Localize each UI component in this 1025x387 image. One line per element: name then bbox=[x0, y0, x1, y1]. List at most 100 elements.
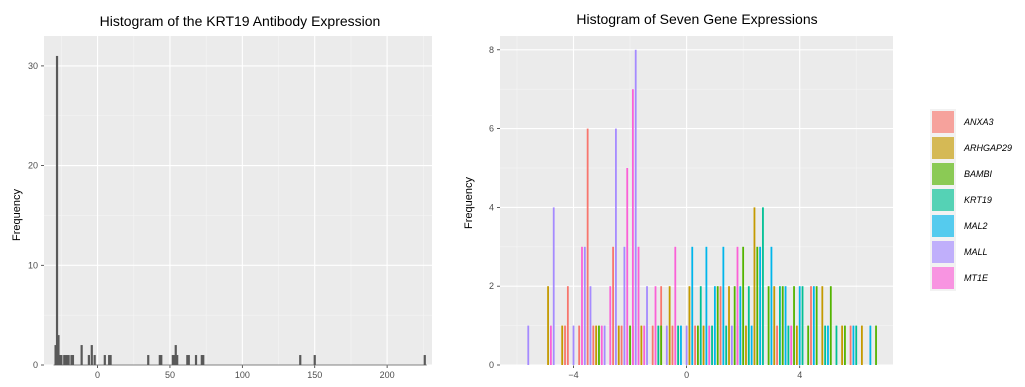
gene-bar bbox=[697, 325, 699, 365]
gene-bar bbox=[561, 325, 564, 365]
gene-bar bbox=[547, 286, 549, 365]
histogram-bar bbox=[58, 355, 62, 365]
gene-bar bbox=[586, 128, 589, 365]
gene-legend: ANXA3 ARHGAP29 BAMBI KRT19 MAL2 MALL MT1E bbox=[930, 109, 1012, 291]
y-tick-label: 0 bbox=[489, 360, 494, 370]
gene-bar bbox=[654, 286, 657, 365]
gene-bar bbox=[552, 207, 555, 365]
gene-bar bbox=[578, 325, 581, 365]
histogram-bar bbox=[55, 55, 59, 365]
y-tick-label: 2 bbox=[489, 281, 494, 291]
gene-bar bbox=[600, 325, 603, 365]
histogram-bar bbox=[63, 355, 66, 365]
legend-item: MAL2 bbox=[930, 213, 988, 239]
gene-bar bbox=[631, 89, 634, 365]
gene-bar bbox=[643, 325, 646, 365]
gene-bar bbox=[699, 286, 702, 365]
gene-bar bbox=[855, 325, 858, 365]
gene-bar bbox=[691, 246, 694, 365]
histogram-bar bbox=[423, 355, 426, 365]
legend-item: ARHGAP29 bbox=[930, 135, 1012, 161]
gene-bar bbox=[694, 325, 696, 365]
histogram-bar bbox=[66, 355, 69, 365]
gene-bar bbox=[595, 325, 598, 365]
gene-bar bbox=[807, 325, 810, 365]
histogram-bar bbox=[67, 355, 70, 365]
gene-bar bbox=[702, 325, 705, 365]
right-histogram: −4 0 4 0 2 4 6 8 bbox=[489, 36, 893, 380]
gene-bar bbox=[795, 325, 798, 365]
gene-bar bbox=[711, 325, 713, 365]
left-chart-title: Histogram of the KRT19 Antibody Expressi… bbox=[100, 13, 381, 29]
gene-bar bbox=[756, 246, 759, 365]
gene-bar bbox=[759, 246, 762, 365]
gene-bar bbox=[566, 286, 569, 365]
gene-bar bbox=[680, 325, 682, 365]
gene-bar bbox=[770, 246, 773, 365]
gene-bar bbox=[810, 286, 812, 365]
histogram-bar bbox=[103, 355, 106, 365]
gene-bar bbox=[821, 286, 824, 365]
gene-bar bbox=[793, 286, 795, 365]
x-tick-label: 200 bbox=[380, 370, 395, 380]
gene-bar bbox=[615, 128, 617, 365]
y-tick-label: 8 bbox=[489, 45, 494, 55]
gene-bar bbox=[829, 286, 832, 365]
gene-bar bbox=[781, 286, 784, 365]
right-chart-title: Histogram of Seven Gene Expressions bbox=[576, 11, 817, 27]
gene-bar bbox=[736, 246, 739, 365]
gene-bar bbox=[572, 325, 575, 365]
gene-bar bbox=[824, 325, 827, 365]
histogram-bar bbox=[71, 355, 75, 365]
y-tick-label: 6 bbox=[489, 124, 494, 134]
legend-label: ARHGAP29 bbox=[963, 143, 1012, 153]
y-tick-label: 10 bbox=[28, 260, 38, 270]
x-tick-label: 50 bbox=[165, 370, 175, 380]
histogram-bar bbox=[200, 355, 203, 365]
gene-bar bbox=[549, 325, 552, 365]
histogram-bar bbox=[176, 355, 179, 365]
histogram-bar bbox=[64, 355, 67, 365]
legend-label: ANXA3 bbox=[963, 117, 994, 127]
gene-bar bbox=[745, 325, 747, 365]
gene-bar bbox=[609, 286, 612, 365]
histogram-bar bbox=[109, 355, 112, 365]
legend-label: KRT19 bbox=[964, 195, 992, 205]
left-histogram: 0 50 100 150 200 0 10 20 30 bbox=[28, 36, 432, 380]
gene-bar bbox=[592, 325, 595, 365]
gene-bar bbox=[750, 325, 753, 365]
gene-bar bbox=[589, 286, 592, 365]
legend-item: KRT19 bbox=[930, 187, 992, 213]
gene-bar bbox=[849, 325, 852, 365]
histogram-bar bbox=[194, 355, 198, 365]
gene-bar bbox=[728, 286, 730, 365]
gene-bar bbox=[719, 286, 722, 365]
gene-bar bbox=[603, 325, 606, 365]
histogram-bar bbox=[174, 345, 177, 365]
gene-bar bbox=[784, 286, 787, 365]
histogram-bar bbox=[108, 355, 111, 365]
gene-bar bbox=[722, 246, 725, 365]
legend-key bbox=[932, 163, 954, 185]
legend-item: ANXA3 bbox=[930, 109, 994, 135]
gene-bar bbox=[739, 286, 742, 365]
gene-bar bbox=[860, 325, 863, 365]
histogram-bar bbox=[80, 345, 83, 365]
gene-bar bbox=[790, 325, 793, 365]
gene-bar bbox=[779, 286, 781, 365]
histogram-bar bbox=[186, 355, 189, 365]
legend-key bbox=[932, 137, 954, 159]
histogram-bar bbox=[93, 355, 96, 365]
gene-bar bbox=[801, 286, 804, 365]
gene-bar bbox=[730, 325, 733, 365]
gene-bar bbox=[665, 325, 668, 365]
gene-bar bbox=[527, 325, 530, 365]
gene-bar bbox=[637, 246, 640, 365]
panel-background bbox=[44, 36, 432, 365]
gene-bar bbox=[651, 325, 654, 365]
gene-bar bbox=[767, 286, 770, 365]
gene-bar bbox=[646, 286, 648, 365]
legend-item: MALL bbox=[930, 239, 988, 265]
gene-bar bbox=[564, 325, 566, 365]
gene-bar bbox=[674, 246, 677, 365]
